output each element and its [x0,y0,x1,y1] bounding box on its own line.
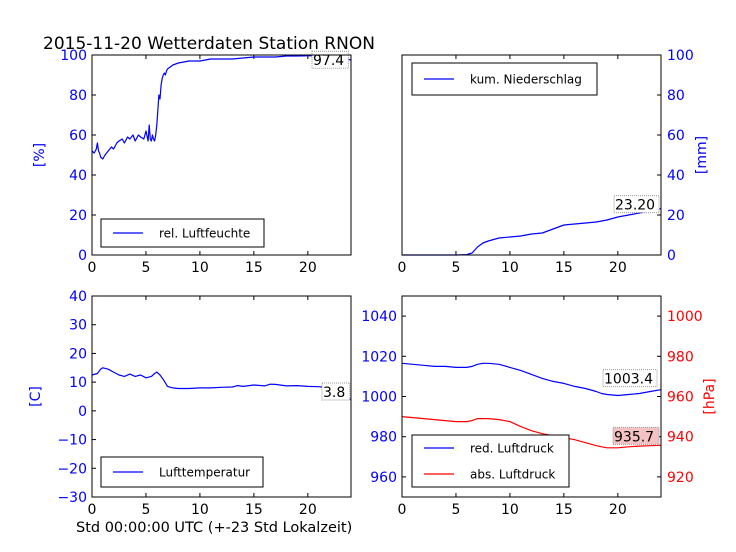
y-tick-label-right: 960 [667,390,694,406]
legend-label: abs. Luftdruck [470,468,555,482]
axes-frame [91,54,352,256]
y-tick-label: 10 [69,375,87,391]
x-tick-label: 5 [141,260,150,276]
annotation-value: 3.8 [323,385,345,401]
y-tick-label: −10 [57,433,87,449]
y-tick-label: 40 [69,168,87,184]
y-tick-label-right: 20 [667,208,685,224]
legend-label: Lufttemperatur [159,466,250,480]
series-line-pressure-1 [401,416,662,449]
series-line-pressure-0 [401,362,662,397]
y-axis-label: [C] [28,386,44,407]
x-tick-label: 15 [245,260,263,276]
annotation-box [321,382,351,401]
y-tick-label: 30 [69,318,87,334]
series-line-humidity-0 [91,54,352,160]
x-tick-label: 20 [609,502,627,518]
panel-precip: 0 5 10 15 20 0 20 40 60 80 100 [mm] 23.20 kum. Nieder… [398,48,710,276]
x-tick-label: 20 [299,502,317,518]
annotation-box-red [612,426,660,445]
legend-label: red. Luftdruck [470,442,554,456]
y-tick-label: 20 [69,346,87,362]
x-tick-label: 15 [555,502,573,518]
y-tick-label: 1040 [361,309,397,325]
x-tick-label: 15 [555,260,573,276]
y-tick-label-right: 80 [667,88,685,104]
x-tick-label: 0 [88,502,97,518]
annotation-box [613,195,660,214]
series-line-temperature-0 [91,367,352,401]
annotation-value: 97.4 [313,53,344,69]
figure-title: 2015-11-20 Wetterdaten Station RNON [43,34,375,54]
y-tick-label: 40 [69,289,87,305]
y-tick-label: 0 [78,248,87,264]
annotation-value: 1003.4 [604,372,653,388]
x-tick-label: 0 [398,260,407,276]
y-tick-label: 980 [370,430,397,446]
x-tick-label: 0 [398,502,407,518]
legend-label: rel. Luftfeuchte [159,227,250,241]
y-tick-label: 100 [60,48,87,64]
y-tick-label: −30 [57,490,87,506]
y-tick-label-right: 940 [667,430,694,446]
x-tick-label: 0 [88,260,97,276]
y-tick-label-right: 920 [667,470,694,486]
y-tick-label-right: 1000 [667,309,703,325]
y-tick-label-right: 0 [667,248,676,264]
y-axis-label: [%] [32,143,48,167]
panel-temperature: 0 5 10 15 20 −30 −20 −10 0 10 20 30 40 [C] 3.8 Lufttemp… [28,289,352,518]
legend-box [411,434,570,488]
x-tick-label: 10 [191,260,209,276]
y-tick-label: 20 [69,208,87,224]
y-tick-label: −20 [57,461,87,477]
x-tick-label: 10 [501,502,519,518]
y-tick-label-right: 60 [667,128,685,144]
y-tick-label: 960 [370,470,397,486]
legend-label: kum. Niederschlag [470,73,582,87]
annotation-value: 935.7 [614,429,654,445]
y-axis-label: [hPa] [702,378,718,414]
x-tick-label: 5 [451,502,460,518]
figure-xlabel: Std 00:00:00 UTC (+-23 Std Lokalzeit) [76,520,352,536]
x-tick-label: 20 [609,260,627,276]
axes-frame [91,295,352,498]
x-tick-label: 10 [501,260,519,276]
x-tick-label: 20 [299,260,317,276]
annotation-box [602,369,658,388]
y-tick-label: 60 [69,128,87,144]
y-tick-label: 80 [69,88,87,104]
y-tick-label-right: 40 [667,168,685,184]
axes-frame [401,54,662,256]
x-tick-label: 5 [141,502,150,518]
y-axis-label: [mm] [694,136,710,174]
y-tick-label-right: 980 [667,349,694,365]
y-tick-label-right: 100 [667,48,694,64]
x-tick-label: 10 [191,502,209,518]
series-line-precip-0 [402,208,662,256]
axes-frame [401,295,662,498]
panel-pressure: 0 5 10 15 20 960 980 1000 1020 1040 920 940 960 980 10… [361,295,718,518]
x-tick-label: 5 [451,260,460,276]
y-tick-label: 0 [78,404,87,420]
x-tick-label: 15 [245,502,263,518]
y-tick-label: 1000 [361,390,397,406]
y-tick-label: 1020 [361,349,397,365]
panel-humidity: 0 5 10 15 20 0 20 40 60 80 100 [%] 97.4 rel. Luftfeuc… [32,48,352,276]
annotation-value: 23.20 [615,198,655,214]
